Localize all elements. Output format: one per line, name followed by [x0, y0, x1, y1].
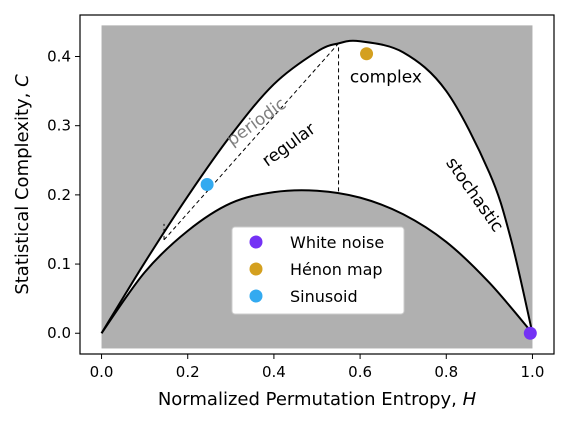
x-tick-label: 0.8 — [434, 363, 458, 381]
x-axis-label-text: Normalized Permutation Entropy, — [158, 389, 463, 410]
point-sinusoid — [200, 178, 214, 191]
upper-bound-curve — [100, 39, 534, 334]
point-white-noise — [523, 326, 537, 340]
x-axis-label-var: H — [463, 389, 477, 410]
point-h-non-map — [360, 47, 374, 61]
y-axis-label: Statistical Complexity, C — [12, 74, 33, 295]
x-tick-label: 1.0 — [521, 363, 545, 381]
plot-frame — [79, 14, 555, 355]
y-tick-label: 0.4 — [47, 48, 71, 66]
x-tick-label: 0.0 — [90, 363, 114, 381]
x-tick-label: 0.2 — [176, 363, 200, 381]
legend-marker-3 — [249, 289, 263, 303]
y-tick-label: 0.0 — [47, 324, 71, 342]
region-label-complex: complex — [350, 67, 422, 87]
y-tick-label: 0.2 — [47, 186, 71, 204]
lower-bound-curve — [100, 189, 534, 334]
x-tick-label: 0.4 — [262, 363, 286, 381]
y-tick-label: 0.3 — [47, 117, 71, 135]
y-axis-label-var: C — [12, 74, 33, 87]
x-tick-label: 0.6 — [348, 363, 372, 381]
legend-marker-2 — [249, 262, 263, 276]
dashed-boundary-2 — [163, 43, 339, 241]
allowed-region — [101, 40, 533, 334]
legend-label-3: Sinusoid — [290, 287, 358, 306]
legend-box — [231, 226, 405, 315]
legend: White noise Hénon map Sinusoid — [231, 226, 405, 315]
axes: 0.0 0.2 0.4 0.6 0.8 1.0 0.0 0.1 0.2 0.3 0.4 — [47, 48, 544, 381]
y-tick-label: 0.1 — [47, 255, 71, 273]
y-axis-label-text: Statistical Complexity, — [12, 87, 33, 295]
legend-label-1: White noise — [290, 233, 384, 252]
x-axis-label: Normalized Permutation Entropy, H — [158, 389, 477, 410]
legend-label-2: Hénon map — [290, 260, 383, 279]
legend-marker-1 — [249, 235, 263, 249]
